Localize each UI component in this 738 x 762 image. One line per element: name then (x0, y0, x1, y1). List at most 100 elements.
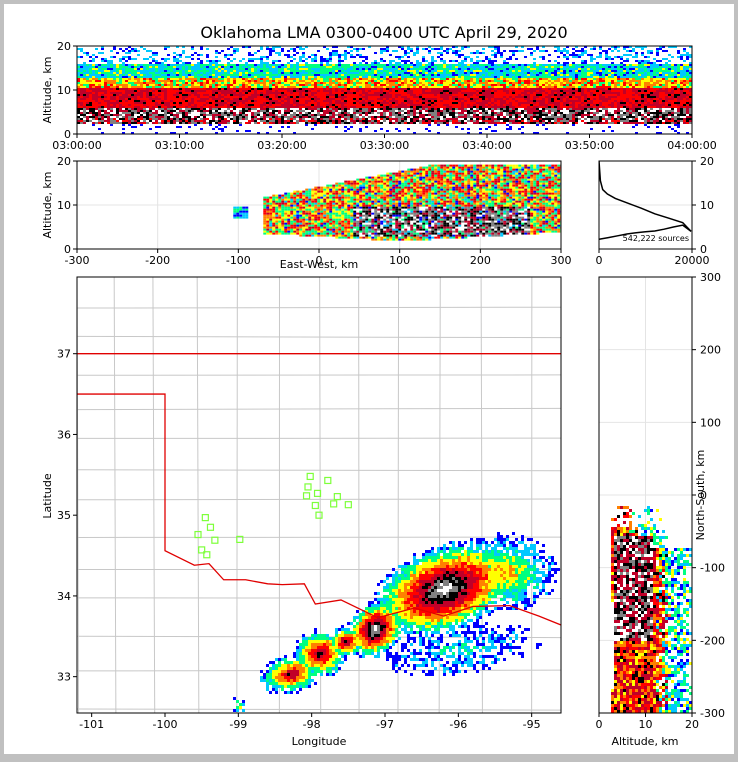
altitude-time-cell (332, 74, 335, 76)
altitude-time-cell (479, 120, 482, 122)
altitude-time-cell (374, 80, 377, 82)
altitude-time-cell (122, 82, 125, 84)
altitude-time-cell (131, 94, 134, 96)
altitude-time-cell (380, 68, 383, 70)
altitude-time-cell (407, 48, 410, 50)
altitude-time-cell (167, 104, 170, 106)
altitude-time-cell (482, 106, 485, 108)
altitude-time-cell (137, 116, 140, 118)
altitude-time-cell (488, 88, 491, 90)
altitude-time-cell (329, 74, 332, 76)
altitude-time-cell (116, 84, 119, 86)
altitude-time-cell (80, 120, 83, 122)
altitude-time-cell (296, 82, 299, 84)
altitude-time-cell (155, 82, 158, 84)
altitude-time-cell (299, 90, 302, 92)
altitude-time-cell (260, 66, 263, 68)
altitude-time-cell (176, 90, 179, 92)
altitude-time-cell (227, 68, 230, 70)
altitude-time-cell (461, 66, 464, 68)
altitude-time-cell (449, 74, 452, 76)
altitude-time-cell (206, 48, 209, 50)
altitude-time-cell (251, 78, 254, 80)
altitude-time-cell (242, 120, 245, 122)
altitude-time-cell (494, 92, 497, 94)
altitude-time-cell (506, 108, 509, 110)
altitude-time-cell (443, 70, 446, 72)
altitude-time-cell (248, 102, 251, 104)
altitude-time-cell (437, 112, 440, 114)
altitude-time-cell (317, 90, 320, 92)
altitude-time-cell (251, 58, 254, 60)
altitude-time-cell (350, 46, 353, 48)
altitude-time-cell (77, 104, 80, 106)
altitude-time-cell (236, 116, 239, 118)
altitude-time-cell (452, 70, 455, 72)
altitude-time-cell (266, 72, 269, 74)
altitude-time-cell (488, 78, 491, 80)
altitude-time-cell (83, 106, 86, 108)
altitude-time-cell (332, 92, 335, 94)
altitude-time-cell (404, 118, 407, 120)
altitude-time-cell (239, 102, 242, 104)
altitude-time-cell (110, 112, 113, 114)
altitude-time-cell (488, 110, 491, 112)
altitude-time-cell (122, 114, 125, 116)
altitude-time-cell (335, 100, 338, 102)
altitude-time-cell (98, 84, 101, 86)
altitude-time-cell (431, 108, 434, 110)
altitude-time-cell (110, 76, 113, 78)
altitude-time-cell (92, 70, 95, 72)
altitude-time-cell (116, 100, 119, 102)
altitude-time-cell (125, 120, 128, 122)
altitude-time-cell (512, 86, 515, 88)
altitude-time-cell (260, 64, 263, 66)
altitude-time-cell (77, 118, 80, 120)
altitude-time-cell (341, 110, 344, 112)
altitude-time-cell (473, 96, 476, 98)
altitude-time-cell (446, 66, 449, 68)
altitude-time-cell (401, 90, 404, 92)
altitude-time-cell (188, 82, 191, 84)
altitude-time-cell (443, 72, 446, 74)
altitude-time-cell (170, 92, 173, 94)
altitude-time-cell (251, 82, 254, 84)
altitude-time-cell (362, 104, 365, 106)
altitude-time-cell (410, 120, 413, 122)
altitude-time-cell (251, 66, 254, 68)
altitude-time-cell (512, 110, 515, 112)
altitude-time-cell (284, 98, 287, 100)
altitude-time-cell (287, 74, 290, 76)
altitude-time-cell (275, 90, 278, 92)
altitude-time-cell (422, 102, 425, 104)
altitude-time-cell (314, 70, 317, 72)
altitude-time-cell (125, 104, 128, 106)
altitude-time-cell (371, 74, 374, 76)
altitude-time-cell (398, 62, 401, 64)
altitude-time-cell (482, 86, 485, 88)
altitude-time-cell (404, 86, 407, 88)
altitude-time-cell (254, 100, 257, 102)
altitude-time-cell (131, 88, 134, 90)
altitude-time-cell (353, 80, 356, 82)
altitude-time-cell (500, 74, 503, 76)
altitude-time-cell (152, 102, 155, 104)
altitude-time-cell (446, 48, 449, 50)
altitude-time-cell (215, 50, 218, 52)
altitude-time-cell (125, 68, 128, 70)
altitude-time-cell (383, 112, 386, 114)
altitude-time-cell (464, 60, 467, 62)
altitude-time-panel: 03:00:00 03:10:00 03:20:00 03:30:00 03:40:00… (41, 40, 717, 152)
altitude-time-cell (302, 96, 305, 98)
altitude-time-cell (275, 76, 278, 78)
altitude-time-cell (482, 84, 485, 86)
altitude-time-cell (476, 112, 479, 114)
altitude-time-cell (314, 98, 317, 100)
altitude-time-cell (218, 110, 221, 112)
altitude-time-cell (470, 86, 473, 88)
altitude-time-cell (107, 118, 110, 120)
altitude-time-cell (116, 122, 119, 124)
altitude-time-cell (146, 112, 149, 114)
altitude-time-cell (431, 82, 434, 84)
altitude-time-cell (191, 92, 194, 94)
